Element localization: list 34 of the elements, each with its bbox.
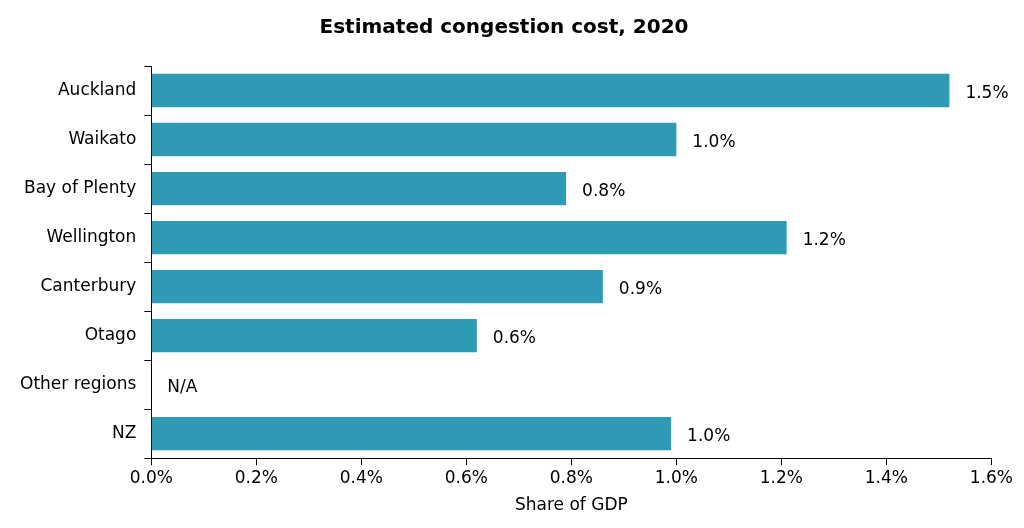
x-tick-label: 0.8%: [549, 466, 593, 487]
y-tick-label: Auckland: [57, 78, 137, 99]
bar: [151, 220, 787, 255]
y-tick-label: Waikato: [68, 127, 137, 148]
data-label: 1.0%: [692, 130, 736, 151]
y-tick-label: Canterbury: [40, 275, 137, 296]
bar: [151, 318, 477, 353]
x-tick-label: 1.6%: [969, 466, 1014, 487]
data-label: 1.0%: [687, 425, 731, 446]
chart-title: Estimated congestion cost, 2020: [319, 14, 689, 39]
bar: [151, 417, 672, 451]
bar: [151, 122, 677, 157]
x-tick-label: 0.0%: [129, 466, 173, 487]
data-label: 1.2%: [802, 229, 846, 250]
y-tick-label: Wellington: [46, 226, 137, 247]
text: N/A: [167, 376, 198, 397]
data-label: 1.5%: [965, 81, 1009, 102]
y-tick-label: Other regions: [20, 373, 137, 394]
x-axis-title: Share of GDP: [514, 494, 628, 515]
bar: [151, 171, 567, 206]
x-tick-label: 0.2%: [234, 466, 278, 487]
data-label: 0.6%: [492, 327, 537, 348]
x-tick-label: 1.2%: [759, 466, 803, 487]
y-tick-label: Bay of Plenty: [24, 176, 137, 197]
x-tick-label: 0.6%: [444, 466, 488, 487]
x-tick-label: 1.4%: [864, 466, 908, 487]
bar: [151, 73, 950, 108]
x-tick-label: 0.4%: [339, 466, 383, 487]
data-label: 0.8%: [582, 179, 626, 200]
x-tick-label: 1.0%: [654, 466, 698, 487]
y-tick-label: Otago: [84, 324, 137, 345]
bar: [151, 269, 603, 304]
data-label: 0.9%: [618, 278, 663, 299]
y-tick-label: NZ: [111, 422, 137, 443]
